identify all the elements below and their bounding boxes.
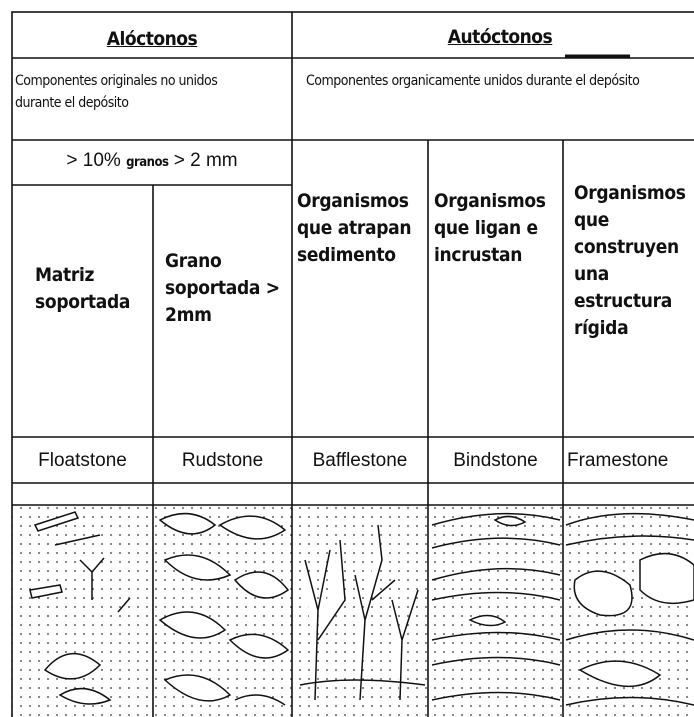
grid-lines [11, 11, 694, 717]
group-title: Autóctonos [447, 26, 553, 48]
rock-name: Bindstone [453, 450, 538, 471]
illustrations [29, 511, 694, 706]
criterion: Organismos que construyen una estructura… [574, 182, 686, 339]
rock-name: Bafflestone [312, 450, 408, 471]
criterion: Grano soportada > 2mm [165, 250, 280, 326]
group-title: Alóctonos [106, 28, 198, 50]
rock-name: Rudstone [181, 450, 264, 471]
criterion: Organismos que ligan e incrustan [434, 190, 546, 266]
rock-name: Framestone [567, 450, 669, 471]
grain-size: > 2 mm [173, 150, 238, 171]
grain-threshold: > 10% [66, 150, 121, 171]
group-description: Componentes originales no unidos durante… [15, 73, 218, 111]
rock-name: Floatstone [38, 450, 127, 471]
criterion: Organismos que atrapan sedimento [297, 190, 412, 266]
grain-word: granos [126, 155, 169, 170]
group-description: Componentes organicamente unidos durante… [306, 73, 640, 89]
sediment-texture [12, 505, 694, 717]
grain-note: > 10% granos > 2 mm [12, 150, 292, 172]
criterion: Matriz soportada [35, 264, 131, 313]
